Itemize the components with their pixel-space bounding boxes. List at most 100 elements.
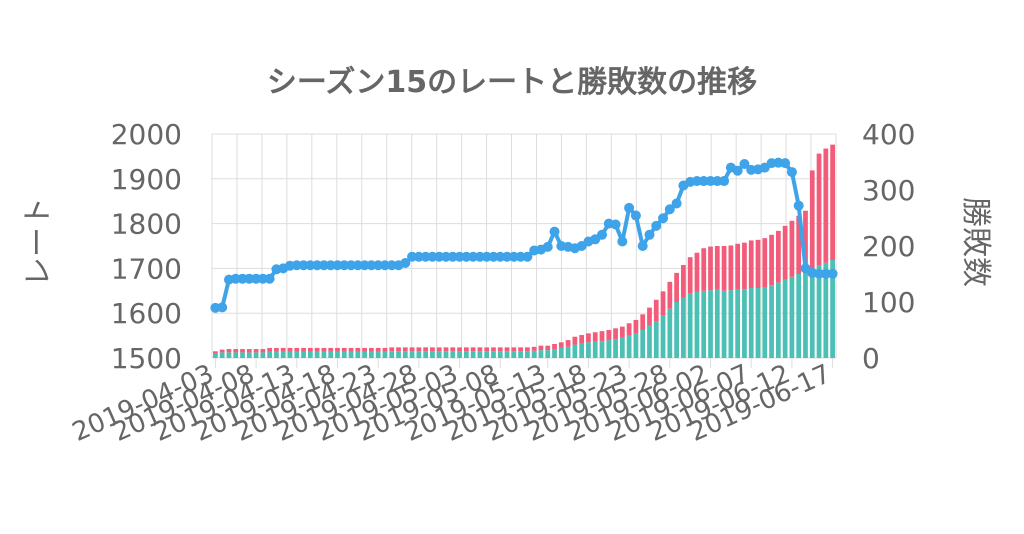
losses-bar	[728, 245, 734, 291]
rate-point	[597, 229, 607, 240]
losses-bar	[762, 238, 768, 288]
wins-bar	[260, 352, 266, 358]
grid	[211, 133, 837, 359]
wins-bar	[301, 351, 306, 358]
wins-bar	[450, 351, 456, 358]
wins-bar	[748, 288, 754, 358]
rate-point	[739, 159, 750, 170]
wins-bar	[213, 353, 218, 358]
losses-bar	[735, 243, 741, 290]
y-right-tick-label: 200	[862, 230, 915, 263]
losses-bar	[782, 225, 788, 280]
losses-bar	[640, 314, 646, 330]
wins-bar	[369, 351, 374, 358]
wins-bar	[789, 276, 795, 358]
wins-bar	[274, 351, 279, 358]
rate-point	[664, 204, 675, 215]
losses-bar	[470, 347, 476, 352]
losses-bar	[619, 326, 625, 338]
rate-point	[644, 229, 655, 240]
losses-bar	[572, 336, 578, 345]
wins-bar	[592, 341, 598, 358]
y-right-tick-label: 100	[862, 286, 915, 319]
wins-bar	[491, 351, 496, 358]
y-left-tick-label: 1700	[111, 252, 182, 285]
y-left-tick-label: 1800	[111, 208, 182, 241]
wins-bar	[511, 351, 517, 358]
wins-bar	[307, 351, 313, 358]
wins-bar	[640, 330, 646, 358]
losses-bar	[775, 230, 781, 283]
wins-bar	[775, 282, 781, 358]
rate-point	[264, 273, 275, 284]
rate-point	[610, 219, 621, 230]
losses-bar	[213, 351, 218, 354]
losses-bar	[531, 346, 537, 351]
wins-bar	[233, 352, 239, 358]
wins-bar	[558, 347, 564, 358]
losses-bar	[274, 347, 279, 352]
wins-bar	[477, 351, 483, 358]
wins-bar	[586, 342, 591, 358]
losses-bar	[613, 328, 618, 339]
wins-bar	[633, 333, 639, 358]
wins-bar	[443, 351, 449, 358]
losses-bar	[450, 347, 456, 352]
rate-line-series	[210, 157, 838, 313]
losses-bar	[294, 347, 300, 352]
losses-bar	[375, 347, 381, 352]
y-left-tick-label: 1900	[111, 163, 182, 196]
rate-point	[793, 200, 804, 211]
losses-bar	[694, 252, 700, 292]
wins-bar	[246, 352, 252, 358]
wins-bar	[294, 351, 300, 358]
wins-bar	[660, 315, 666, 358]
wins-bar	[735, 289, 741, 358]
wins-bar	[701, 290, 707, 358]
wins-bar	[423, 351, 429, 358]
wins-bar	[463, 351, 469, 358]
wins-bar	[830, 260, 835, 358]
wins-bar	[416, 351, 422, 358]
wins-bar	[599, 341, 605, 358]
wins-bar	[518, 351, 523, 358]
chart-title: シーズン15のレートと勝敗数の推移	[267, 65, 757, 100]
wins-bar	[484, 351, 490, 358]
losses-bar	[253, 349, 259, 353]
losses-bar	[525, 347, 530, 352]
losses-bar	[687, 257, 693, 294]
losses-bar	[355, 347, 361, 352]
losses-bar	[748, 240, 754, 288]
wins-bar	[816, 265, 822, 358]
wins-bar	[728, 290, 734, 358]
losses-bar	[667, 281, 673, 309]
y-left-tick-label: 1600	[111, 297, 182, 330]
wins-bar	[430, 351, 435, 358]
rate-point	[217, 302, 228, 313]
rate-point	[624, 202, 635, 213]
losses-bar	[423, 347, 429, 352]
losses-bar	[708, 246, 713, 291]
wins-bar	[681, 297, 686, 358]
wins-bar	[267, 351, 273, 358]
wins-bar	[606, 340, 612, 358]
losses-bar	[246, 349, 252, 353]
wins-bar	[226, 352, 232, 358]
losses-bar	[653, 299, 659, 322]
wins-bar	[653, 321, 659, 358]
rate-point	[549, 226, 560, 237]
wins-bar	[565, 346, 571, 358]
wins-bar	[280, 351, 286, 358]
losses-bar	[755, 239, 761, 288]
losses-bar	[789, 220, 795, 277]
wins-bar	[619, 337, 625, 358]
losses-bar	[348, 347, 354, 352]
wins-bar	[457, 351, 462, 358]
wins-bar	[348, 351, 354, 358]
wins-bar	[823, 262, 829, 358]
wins-bar	[708, 290, 713, 358]
wins-bar	[321, 351, 327, 358]
wins-bar	[755, 288, 761, 358]
losses-bar	[233, 349, 239, 353]
wins-bar	[389, 351, 395, 358]
